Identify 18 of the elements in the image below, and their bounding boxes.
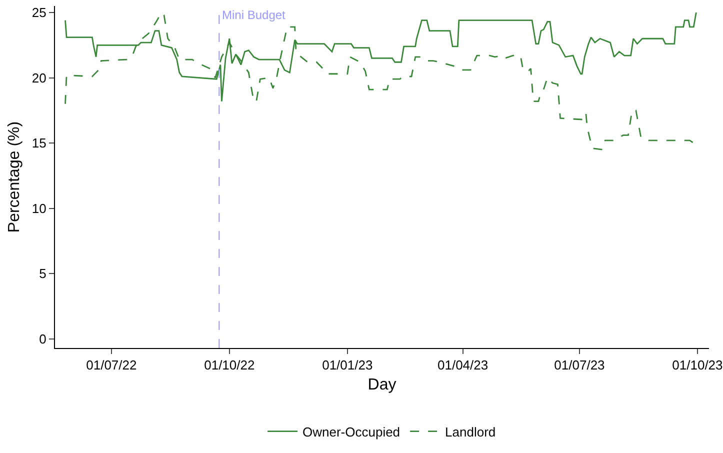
legend-label: Landlord: [445, 424, 496, 440]
y-tick-label: 20: [32, 70, 46, 86]
y-tick-label: 5: [39, 266, 46, 282]
legend-label: Owner-Occupied: [302, 424, 400, 440]
x-tick-label: 01/07/23: [554, 358, 605, 373]
y-tick-label: 25: [32, 5, 46, 20]
y-tick-label: 10: [32, 200, 46, 216]
y-tick-label: 0: [39, 331, 46, 346]
y-axis-title: Percentage (%): [6, 121, 23, 233]
x-tick-label: 01/01/23: [322, 358, 373, 373]
x-tick-label: 01/04/23: [437, 358, 488, 373]
x-tick-label: 01/10/23: [672, 358, 723, 373]
y-tick-label: 15: [32, 136, 46, 151]
x-tick-label: 01/10/22: [204, 358, 255, 373]
ref-line-label: Mini Budget: [222, 8, 286, 22]
x-axis-title: Day: [368, 376, 396, 394]
line-series: [64, 12, 694, 150]
x-tick-label: 01/07/22: [86, 358, 137, 373]
